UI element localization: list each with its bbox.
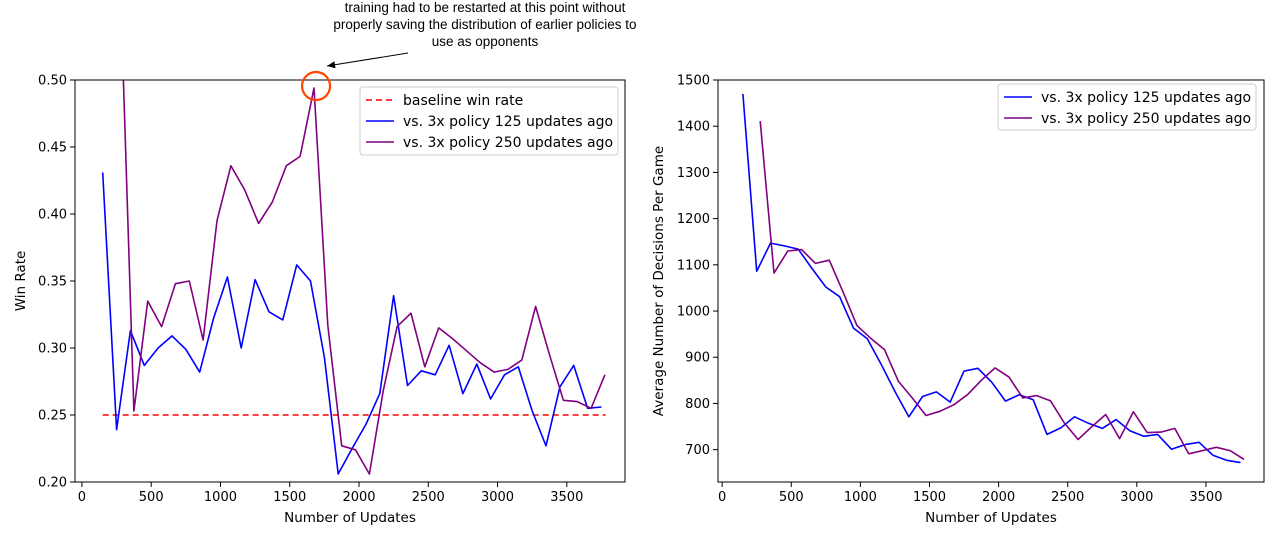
x-tick-label: 500 xyxy=(779,490,804,505)
annotation-text: properly saving the distribution of earl… xyxy=(333,17,636,32)
arrow-head xyxy=(327,61,336,69)
decisions-chart: 0 500 1000 1500 2000 2500 3000 3500 700 800 900 100… xyxy=(651,74,1265,526)
x-axis-label: Number of Updates xyxy=(925,510,1057,526)
legend-label: vs. 3x policy 250 updates ago xyxy=(403,135,613,151)
plot-area xyxy=(101,80,606,475)
y-axis-label: Win Rate xyxy=(13,251,29,312)
legend-label: vs. 3x policy 125 updates ago xyxy=(1041,90,1251,106)
y-tick-label: 0.50 xyxy=(38,74,67,89)
y-tick-label: 0.20 xyxy=(38,476,67,491)
x-tick-label: 1000 xyxy=(204,490,237,505)
x-tick-label: 2500 xyxy=(1051,490,1084,505)
series-line-0 xyxy=(742,93,1241,464)
x-tick-label: 1500 xyxy=(273,490,306,505)
annotation-text: use as opponents xyxy=(432,34,539,49)
x-tick-label: 2000 xyxy=(982,490,1015,505)
x-axis-label: Number of Updates xyxy=(284,510,416,526)
highlight-circle xyxy=(300,70,332,102)
y-tick-label: 1200 xyxy=(677,212,710,227)
legend-box xyxy=(359,86,619,156)
y-tick-label: 0.45 xyxy=(38,141,67,156)
y-tick-label: 1300 xyxy=(677,166,710,181)
y-tick-label: 1400 xyxy=(677,120,710,135)
legend-box xyxy=(997,83,1257,131)
legend-label: baseline win rate xyxy=(403,93,523,109)
x-tick-label: 1500 xyxy=(913,490,946,505)
win-rate-chart: 0 500 1000 1500 2000 2500 3000 3500 0.20 0.25 0.30… xyxy=(13,0,637,526)
y-tick-label: 900 xyxy=(685,351,710,366)
annotation: training had to be restarted at this poi… xyxy=(300,0,637,102)
x-tick-label: 0 xyxy=(78,490,86,505)
legend: vs. 3x policy 125 updates ago vs. 3x poli… xyxy=(997,83,1257,131)
x-tick-label: 500 xyxy=(139,490,164,505)
x-tick-label: 2500 xyxy=(412,490,445,505)
y-tick-label: 700 xyxy=(685,443,710,458)
annotation-arrow xyxy=(326,52,409,67)
axes-frame xyxy=(717,79,1265,483)
legend-label: vs. 3x policy 250 updates ago xyxy=(1041,111,1251,127)
y-tick-label: 1000 xyxy=(677,305,710,320)
x-tick-label: 3000 xyxy=(481,490,514,505)
y-axis-label: Average Number of Decisions Per Game xyxy=(651,146,667,416)
y-tick-label: 0.35 xyxy=(38,275,67,290)
plot-area xyxy=(742,93,1245,464)
y-tick-label: 0.40 xyxy=(38,208,67,223)
y-tick-label: 0.30 xyxy=(38,342,67,357)
legend: baseline win rate vs. 3x policy 125 updat… xyxy=(359,86,619,156)
series-line-1 xyxy=(101,172,602,475)
x-tick-label: 2000 xyxy=(342,490,375,505)
y-tick-label: 1500 xyxy=(677,74,710,89)
x-tick-label: 1000 xyxy=(844,490,877,505)
series-line-1 xyxy=(759,121,1245,461)
y-tick-label: 0.25 xyxy=(38,409,67,424)
y-tick-label: 800 xyxy=(685,397,710,412)
annotation-text: training had to be restarted at this poi… xyxy=(345,0,626,15)
x-tick-label: 3000 xyxy=(1120,490,1153,505)
series-line-2 xyxy=(122,80,606,475)
y-tick-label: 1100 xyxy=(677,258,710,273)
legend-label: vs. 3x policy 125 updates ago xyxy=(403,114,613,130)
x-tick-label: 0 xyxy=(718,490,726,505)
x-tick-label: 3500 xyxy=(550,490,583,505)
x-tick-label: 3500 xyxy=(1189,490,1222,505)
